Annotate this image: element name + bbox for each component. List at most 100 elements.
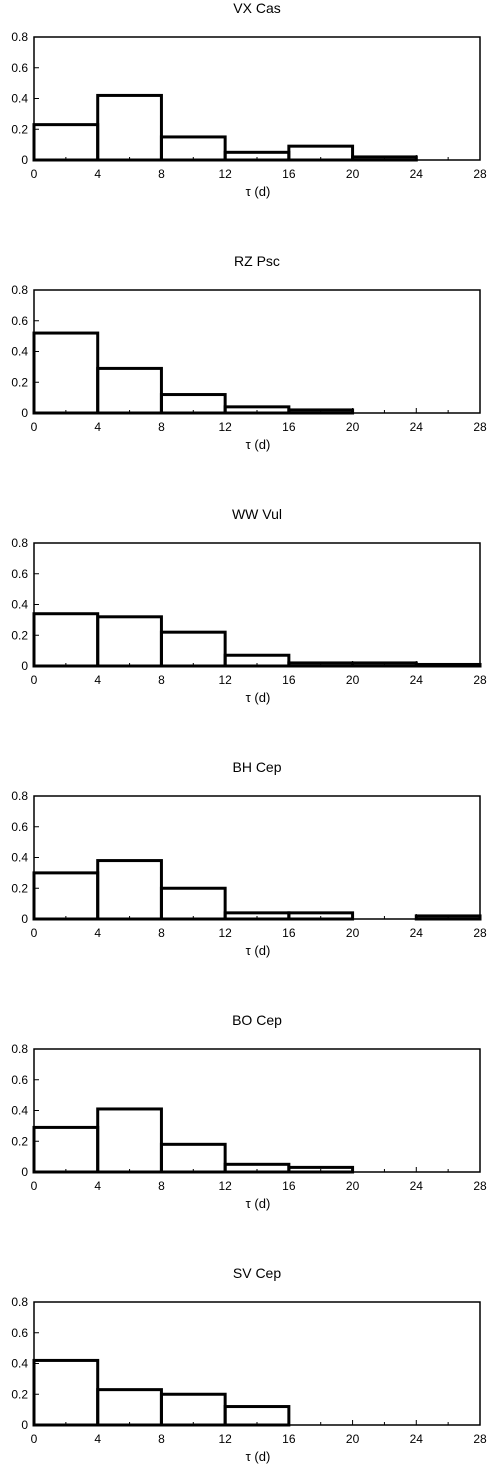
histogram-bar (96, 859, 163, 921)
histogram-bar (32, 871, 100, 921)
x-tick-label: 28 (473, 420, 487, 434)
x-tick-label: 0 (31, 1179, 38, 1193)
x-tick-label: 16 (282, 420, 296, 434)
histogram-panel: WW Vul 0 0.2 0.4 0.6 0.8 0 4 8 12 16 20 24 28 τ (d) (11, 506, 487, 705)
y-tick-label: 0 (21, 153, 28, 167)
x-tick-label: 20 (346, 167, 360, 181)
histogram-bar (96, 93, 163, 162)
x-tick-label: 8 (158, 420, 165, 434)
y-tick-label: 0.2 (11, 1134, 28, 1148)
x-tick-label: 0 (31, 420, 38, 434)
histogram-bar (159, 1392, 227, 1427)
y-tick-label: 0.4 (11, 92, 28, 106)
x-tick-label: 0 (31, 1432, 38, 1446)
histogram-bar (32, 123, 100, 162)
chart-title: RZ Psc (234, 253, 280, 269)
x-tick-label: 4 (94, 1179, 101, 1193)
x-axis-label: τ (d) (246, 437, 271, 452)
x-tick-label: 28 (473, 1432, 487, 1446)
x-tick-label: 20 (346, 926, 360, 940)
histogram-bar (96, 366, 163, 415)
y-tick-label: 0.8 (11, 789, 28, 803)
y-tick-label: 0.8 (11, 1042, 28, 1056)
x-tick-label: 4 (94, 673, 101, 687)
histogram-bar (32, 612, 100, 668)
y-tick-label: 0.8 (11, 30, 28, 44)
x-tick-label: 12 (218, 1179, 232, 1193)
plot-frame (33, 542, 481, 667)
x-tick-label: 16 (282, 673, 296, 687)
chart-title: BH Cep (232, 759, 281, 775)
x-tick-label: 28 (473, 673, 487, 687)
y-tick-label: 0.2 (11, 881, 28, 895)
histogram-panel: BO Cep 0 0.2 0.4 0.6 0.8 0 4 8 12 16 20 24 28 τ (d) (11, 1012, 487, 1211)
y-tick-label: 0.8 (11, 536, 28, 550)
x-tick-label: 8 (158, 926, 165, 940)
histogram-panel: SV Cep 0 0.2 0.4 0.6 0.8 0 4 8 12 16 20 24 28 τ (d) (11, 1265, 487, 1464)
x-tick-label: 12 (218, 1432, 232, 1446)
x-tick-label: 28 (473, 926, 487, 940)
x-tick-label: 8 (158, 1432, 165, 1446)
y-tick-label: 0.6 (11, 1073, 28, 1087)
y-tick-label: 0.8 (11, 1295, 28, 1309)
y-tick-label: 0.6 (11, 314, 28, 328)
x-tick-label: 12 (218, 420, 232, 434)
plot-frame (33, 1048, 481, 1173)
x-tick-label: 24 (410, 167, 424, 181)
x-tick-label: 4 (94, 420, 101, 434)
y-tick-label: 0.4 (11, 1104, 28, 1118)
y-tick-label: 0.4 (11, 851, 28, 865)
x-tick-label: 4 (94, 167, 101, 181)
y-tick-label: 0.4 (11, 598, 28, 612)
x-tick-label: 0 (31, 673, 38, 687)
y-tick-label: 0 (21, 1165, 28, 1179)
x-tick-label: 20 (346, 673, 360, 687)
x-tick-label: 0 (31, 167, 38, 181)
y-tick-label: 0.8 (11, 283, 28, 297)
x-tick-label: 16 (282, 926, 296, 940)
y-tick-label: 0.2 (11, 375, 28, 389)
x-tick-label: 0 (31, 926, 38, 940)
histogram-bar (32, 1125, 100, 1174)
x-tick-label: 12 (218, 167, 232, 181)
x-axis-label: τ (d) (246, 943, 271, 958)
y-tick-label: 0.6 (11, 567, 28, 581)
x-axis-label: τ (d) (246, 1196, 271, 1211)
x-tick-label: 24 (410, 1179, 424, 1193)
x-axis-label: τ (d) (246, 690, 271, 705)
x-tick-label: 8 (158, 673, 165, 687)
chart-title: VX Cas (233, 0, 280, 16)
x-tick-label: 24 (410, 420, 424, 434)
y-tick-label: 0.2 (11, 628, 28, 642)
histogram-bar (159, 630, 227, 668)
chart-title: WW Vul (232, 506, 282, 522)
x-tick-label: 24 (410, 673, 424, 687)
histogram-bar (96, 1388, 163, 1427)
y-tick-label: 0.4 (11, 1357, 28, 1371)
histogram-bar (159, 135, 227, 162)
chart-title: SV Cep (233, 1265, 281, 1281)
x-tick-label: 24 (410, 926, 424, 940)
x-tick-label: 4 (94, 926, 101, 940)
histogram-panel: VX Cas 0 0.2 0.4 0.6 0.8 0 4 8 12 16 20 24 28 τ (d) (11, 0, 487, 199)
x-tick-label: 28 (473, 1179, 487, 1193)
histogram-bar (159, 1142, 227, 1174)
plot-frame (33, 289, 481, 414)
x-tick-label: 16 (282, 1179, 296, 1193)
x-tick-label: 28 (473, 167, 487, 181)
x-tick-label: 16 (282, 1432, 296, 1446)
y-tick-label: 0.2 (11, 122, 28, 136)
histogram-panel: RZ Psc 0 0.2 0.4 0.6 0.8 0 4 8 12 16 20 24 28 τ (d) (11, 253, 487, 452)
histogram-panel: BH Cep 0 0.2 0.4 0.6 0.8 0 4 8 12 16 20 24 28 τ (d) (11, 759, 487, 958)
x-tick-label: 12 (218, 926, 232, 940)
y-tick-label: 0 (21, 406, 28, 420)
histogram-bar (32, 331, 100, 415)
x-tick-label: 20 (346, 1432, 360, 1446)
x-axis-label: τ (d) (246, 1449, 271, 1464)
x-tick-label: 20 (346, 1179, 360, 1193)
x-tick-label: 4 (94, 1432, 101, 1446)
x-tick-label: 8 (158, 167, 165, 181)
y-tick-label: 0 (21, 659, 28, 673)
y-tick-label: 0 (21, 1418, 28, 1432)
